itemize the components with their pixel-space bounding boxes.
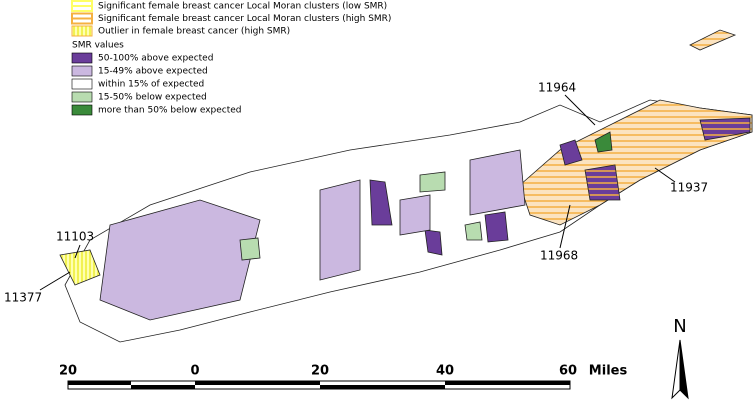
legend-label: Significant female breast cancer Local M… [98,14,391,24]
swatch [71,104,93,116]
leader [564,94,596,126]
scale-label: 20 [59,364,77,379]
scale-unit: Miles [589,364,628,379]
legend-label: more than 50% below expected [98,106,242,116]
legend-label: Outlier in female breast cancer (high SM… [98,27,290,37]
legend: Significant female breast cancer Local M… [71,0,391,116]
legend-label: Significant female breast cancer Local M… [98,2,387,12]
scale-bar [67,380,571,390]
north-arrow: N [671,316,689,400]
swatch [71,78,93,90]
scale-label: 0 [190,364,199,379]
zip-label: 11964 [538,81,576,95]
swatch [71,25,93,37]
swatch [71,52,93,64]
legend-label: 50-100% above expected [98,54,213,64]
leader [39,271,71,291]
island [59,29,753,343]
legend-label: 15-49% above expected [98,67,208,77]
zip-label: 11103 [56,230,94,244]
legend-label: within 15% of expected [98,80,204,90]
legend-title: SMR values [72,41,124,51]
swatch [71,91,93,103]
legend-label: 15-50% below expected [98,93,207,103]
zip-label: 11968 [540,249,578,263]
annotations [39,94,676,291]
scale-label: 60 [559,364,577,379]
leader [654,167,676,183]
leader [74,244,81,259]
swatch [71,65,93,77]
zip-label: 11377 [4,291,42,305]
north-label: N [673,316,686,337]
scale-label: 20 [311,364,329,379]
leader [559,204,571,249]
zip-label: 11937 [670,181,708,195]
scale-labels: 20 0 20 40 60 [59,364,577,379]
scale-label: 40 [436,364,454,379]
